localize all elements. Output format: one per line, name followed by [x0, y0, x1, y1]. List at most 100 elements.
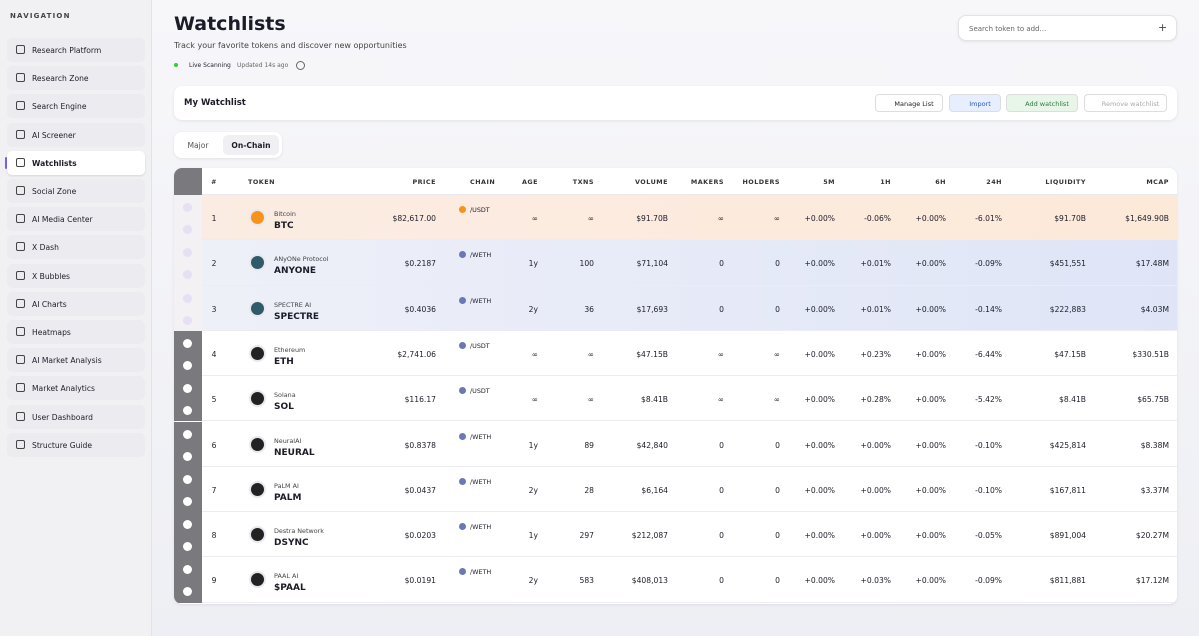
row-action[interactable]: [183, 429, 192, 439]
cell-price: $0.0203: [404, 531, 436, 541]
chain-pair: /WETH: [470, 477, 492, 486]
row-action[interactable]: [183, 587, 192, 597]
search-box[interactable]: Search token to add... +: [958, 15, 1177, 41]
nav-icon: [16, 45, 25, 54]
token-logo: [249, 480, 266, 498]
nav-item[interactable]: Social Zone: [7, 179, 145, 203]
row-action[interactable]: [183, 384, 192, 394]
token-name: Bitcoin: [274, 210, 296, 218]
table-row: [202, 557, 1177, 603]
cell-h24: -6.44%: [975, 349, 1002, 359]
nav-item[interactable]: AI Charts: [7, 291, 145, 316]
chain-icon: [459, 251, 466, 259]
cell-holders: 0: [775, 485, 780, 495]
row-action[interactable]: [183, 360, 192, 370]
chain-icon: [459, 432, 466, 440]
nav-item[interactable]: Search Engine: [7, 94, 145, 119]
nav-heading: NAVIGATION: [10, 12, 71, 20]
row-action[interactable]: [183, 474, 192, 484]
row-action[interactable]: [183, 225, 192, 234]
cell-mcap: $3.37M: [1140, 485, 1169, 495]
nav-item[interactable]: Research Platform: [7, 38, 145, 62]
row-action[interactable]: [183, 338, 192, 348]
nav-item[interactable]: Watchlists: [5, 150, 145, 175]
cell-h24: -0.10%: [975, 485, 1002, 495]
cell-age: 2y: [528, 576, 538, 586]
row-action[interactable]: [183, 451, 192, 461]
cell-h1: +0.00%: [860, 440, 892, 450]
cell-rank: 1: [211, 214, 217, 223]
row-action[interactable]: [183, 315, 192, 325]
row-action[interactable]: [183, 496, 192, 506]
row-action[interactable]: [183, 542, 192, 552]
cell-liquidity: $222,883: [1049, 304, 1086, 314]
nav-icon: [16, 73, 25, 83]
row-action[interactable]: [183, 406, 192, 416]
nav-item[interactable]: X Dash: [7, 235, 145, 260]
chain-pair: /USDT: [470, 206, 490, 214]
token-logo: [249, 526, 266, 544]
row-action[interactable]: [183, 565, 192, 575]
token-symbol: DSYNC: [274, 538, 309, 549]
nav-item[interactable]: User Dashboard: [7, 404, 145, 429]
nav-item[interactable]: Research Zone: [7, 66, 145, 91]
chain-icon: [459, 296, 466, 304]
cell-price: $82,617.00: [392, 214, 436, 223]
cell-h6: +0.00%: [915, 349, 947, 359]
nav-item[interactable]: X Bubbles: [7, 263, 145, 288]
nav-item[interactable]: Structure Guide: [7, 432, 145, 457]
row-action[interactable]: [183, 270, 192, 280]
active-indicator: [5, 156, 7, 169]
chain-pair: /WETH: [470, 523, 492, 532]
cell-h6: +0.00%: [915, 259, 947, 269]
nav-item[interactable]: AI Screener: [7, 122, 145, 147]
cell-liquidity: $891,004: [1049, 531, 1086, 541]
cell-rank: 3: [211, 304, 217, 314]
token-name: Destra Network: [274, 527, 324, 536]
nav-item[interactable]: AI Media Center: [7, 207, 145, 232]
cell-price: $0.2187: [404, 259, 436, 269]
token-name: NeuralAI: [274, 436, 302, 445]
cell-holders: 0: [775, 576, 780, 586]
tab[interactable]: Major: [187, 141, 209, 150]
nav-item[interactable]: AI Market Analysis: [7, 348, 145, 373]
token-name: Solana: [274, 391, 296, 400]
watchlist-button[interactable]: Add watchlist: [1006, 94, 1078, 112]
cell-mcap: $17.48M: [1135, 259, 1169, 269]
column-header: AGE: [521, 178, 538, 186]
search-placeholder: Search token to add...: [969, 25, 1047, 33]
nav-icon: [16, 186, 25, 195]
chain-icon: [459, 477, 466, 485]
chain-pair: /WETH: [470, 296, 492, 305]
cell-h6: +0.00%: [915, 395, 947, 405]
row-action[interactable]: [183, 520, 192, 530]
tab[interactable]: On-Chain: [223, 135, 279, 155]
cell-h1: +0.01%: [860, 304, 892, 314]
chain-pair: /USDT: [470, 387, 490, 396]
token-logo: [249, 254, 266, 272]
cell-h6: +0.00%: [915, 531, 947, 541]
watchlist-button[interactable]: Manage List: [875, 94, 943, 112]
token-logo: [249, 209, 266, 226]
nav-item[interactable]: Market Analytics: [7, 376, 145, 401]
row-action[interactable]: [183, 203, 192, 212]
table-row: [202, 421, 1177, 467]
watchlist-button[interactable]: Remove watchlist: [1084, 94, 1167, 112]
watchlist-button[interactable]: Import: [949, 94, 1001, 112]
column-header: MAKERS: [690, 178, 724, 186]
page-title: Watchlists: [174, 13, 286, 35]
row-action[interactable]: [183, 248, 192, 258]
row-action[interactable]: [183, 293, 192, 303]
nav-item[interactable]: Heatmaps: [7, 320, 145, 344]
token-symbol: SOL: [274, 402, 294, 413]
cell-makers: 0: [719, 259, 724, 269]
cell-makers: 0: [719, 531, 724, 541]
cell-rank: 6: [211, 440, 217, 450]
column-header: VOLUME: [634, 178, 668, 186]
cell-price: $0.0191: [404, 576, 436, 586]
cell-age: 1y: [528, 440, 538, 450]
refresh-button[interactable]: [296, 61, 305, 70]
cell-m5: +0.00%: [804, 576, 836, 586]
cell-rank: 2: [211, 259, 217, 269]
